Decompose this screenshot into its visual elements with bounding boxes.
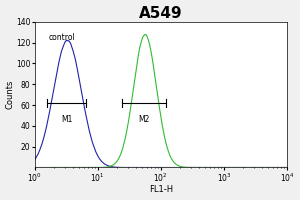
Text: M1: M1 <box>61 115 73 124</box>
Text: control: control <box>49 33 75 42</box>
X-axis label: FL1-H: FL1-H <box>149 185 173 194</box>
Title: A549: A549 <box>139 6 183 21</box>
Y-axis label: Counts: Counts <box>6 80 15 109</box>
Text: M2: M2 <box>138 115 149 124</box>
